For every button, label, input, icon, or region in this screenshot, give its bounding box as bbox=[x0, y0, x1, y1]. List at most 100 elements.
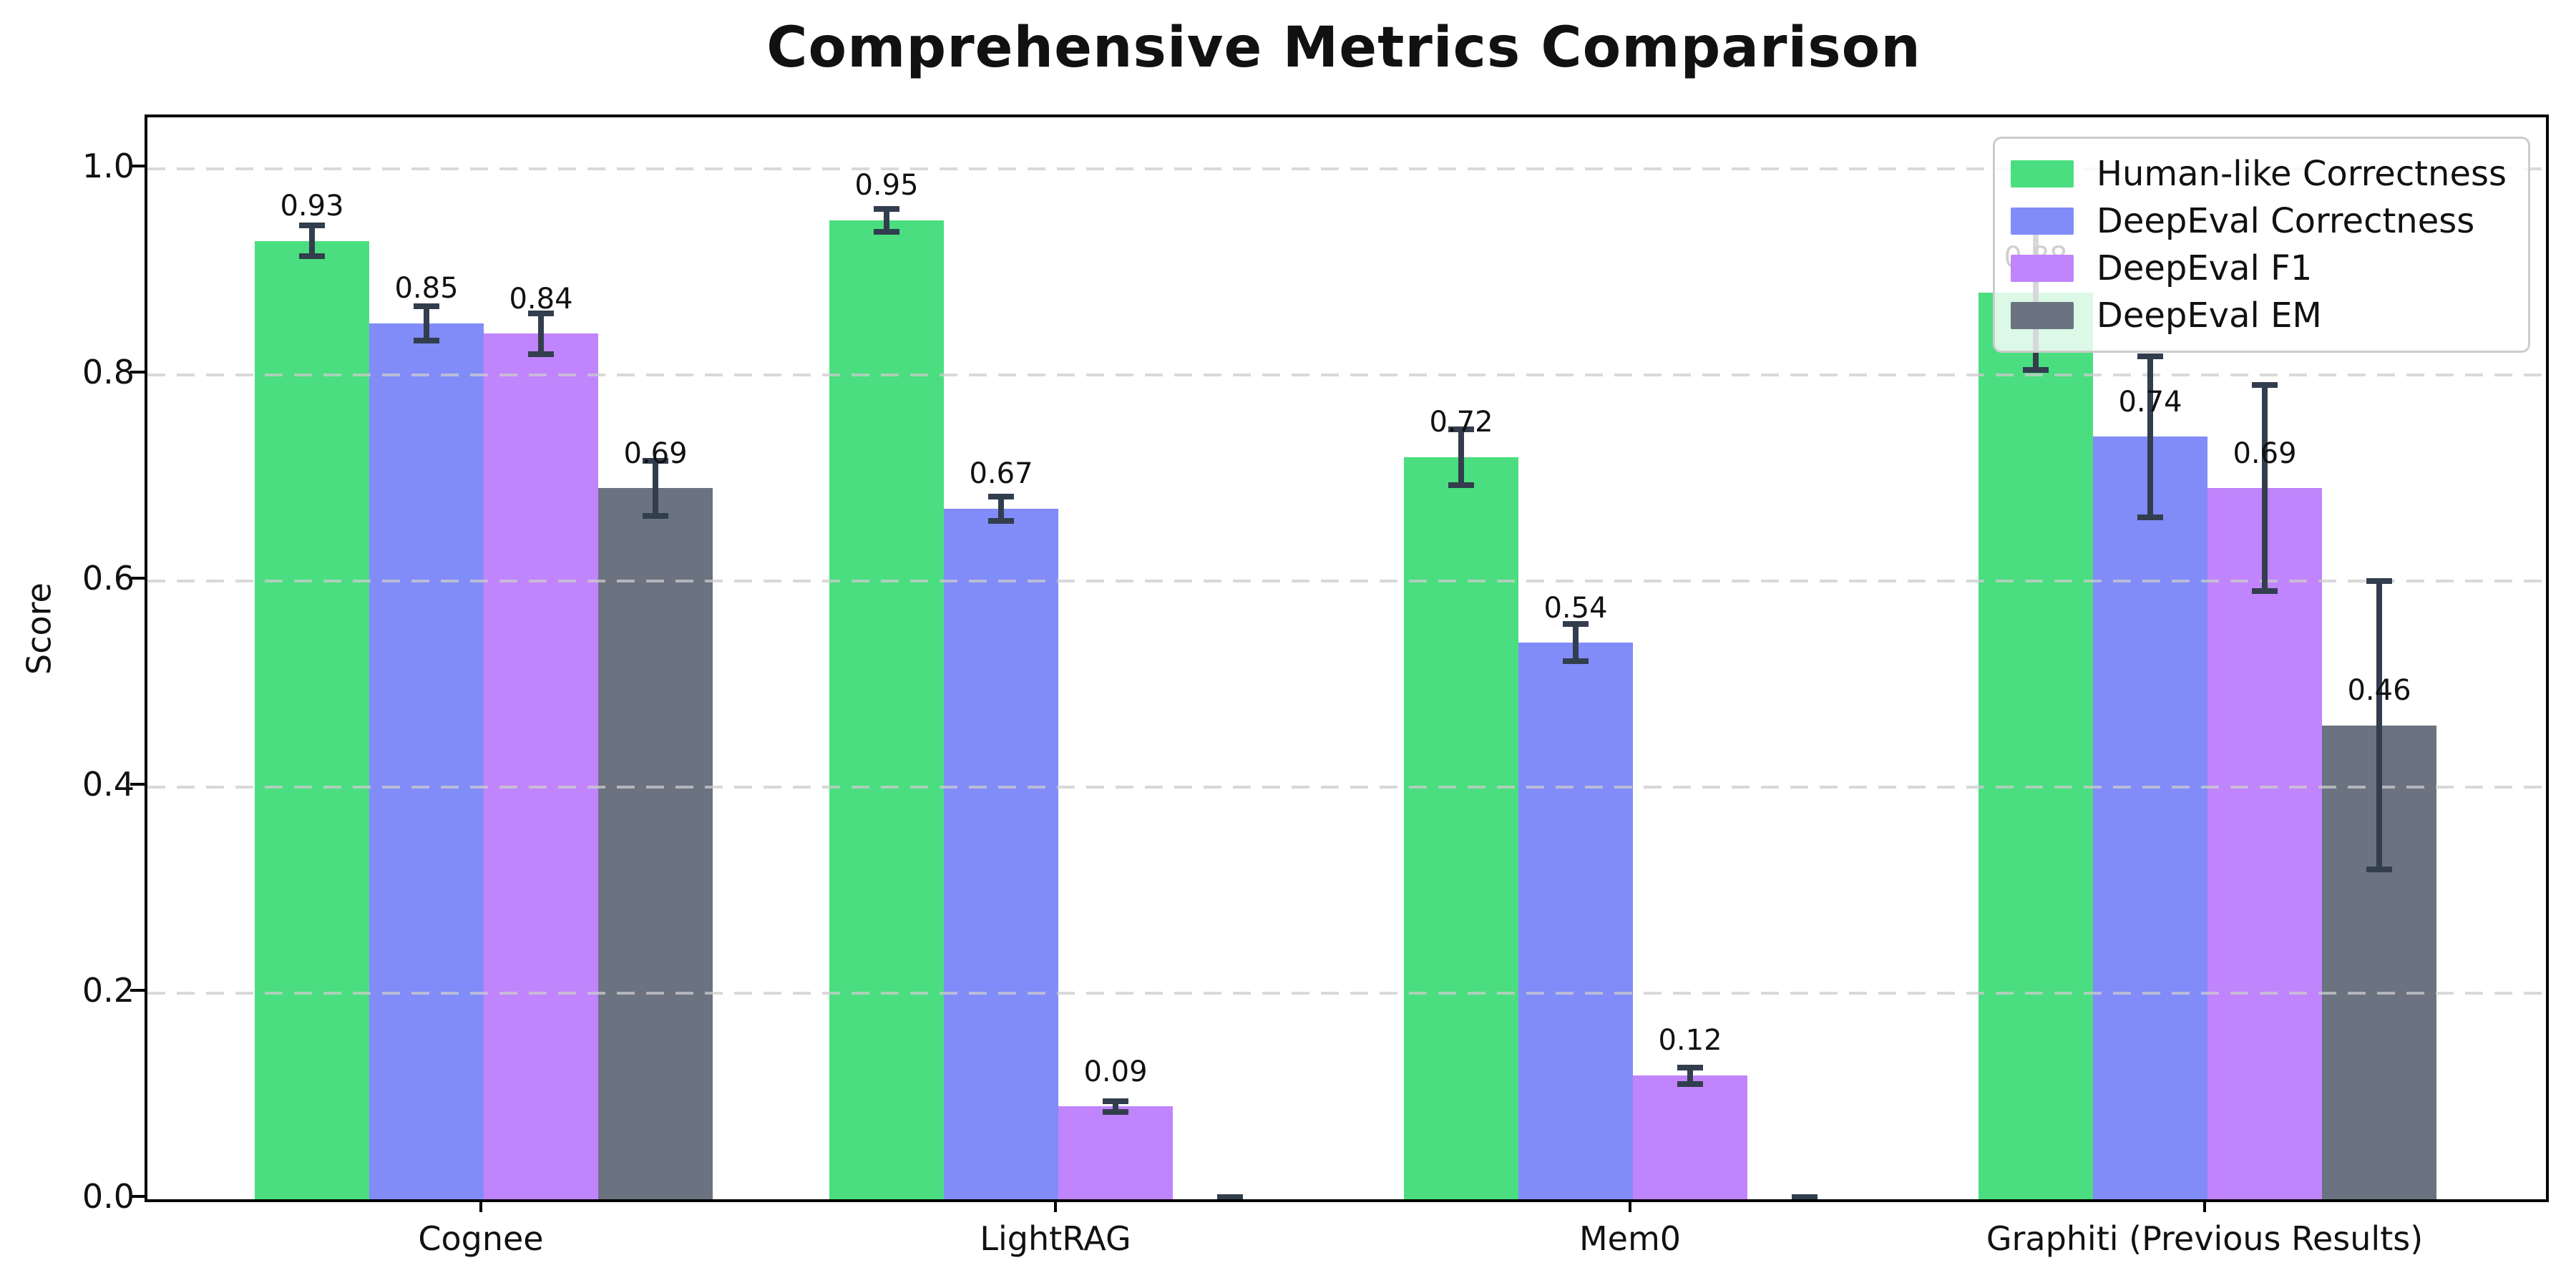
bar-graphiti-previous-results--series-0 bbox=[1979, 292, 2093, 1199]
bar-value-label: 0.67 bbox=[969, 457, 1033, 491]
error-bar-cap bbox=[2252, 382, 2278, 389]
error-bar-cap bbox=[1448, 426, 1474, 433]
legend-row-1: DeepEval Correctness bbox=[2010, 197, 2507, 245]
y-tick-mark bbox=[130, 989, 145, 992]
bar-mem0-series-1 bbox=[1518, 643, 1633, 1199]
error-bar-cap bbox=[528, 351, 554, 358]
bar-lightrag-series-2 bbox=[1058, 1106, 1173, 1199]
y-tick-label: 0.0 bbox=[82, 1177, 135, 1216]
y-tick-mark bbox=[130, 577, 145, 580]
error-bar-cap bbox=[1103, 1108, 1128, 1115]
legend-swatch-2 bbox=[2010, 255, 2074, 282]
error-bar-cap bbox=[2366, 578, 2392, 584]
legend-swatch-0 bbox=[2010, 160, 2074, 187]
bar-value-label: 0.84 bbox=[509, 282, 573, 316]
y-tick-mark bbox=[130, 1195, 145, 1198]
x-tick-mark bbox=[479, 1199, 482, 1212]
bar-cognee-series-2 bbox=[484, 333, 598, 1199]
error-bar-line bbox=[1113, 1101, 1118, 1112]
y-tick-mark bbox=[130, 165, 145, 167]
legend-swatch-3 bbox=[2010, 302, 2074, 329]
error-bar-cap bbox=[299, 223, 325, 229]
bar-value-label: 0.69 bbox=[623, 436, 688, 470]
error-bar-cap bbox=[1792, 1194, 1818, 1199]
error-bar-line bbox=[2376, 581, 2382, 870]
error-bar-cap bbox=[1217, 1194, 1243, 1199]
error-bar-cap bbox=[2252, 588, 2278, 595]
bar-lightrag-series-0 bbox=[829, 220, 944, 1199]
error-bar-cap bbox=[1677, 1064, 1703, 1070]
y-tick-label: 0.8 bbox=[82, 353, 135, 391]
bar-value-label: 0.74 bbox=[2118, 385, 2182, 419]
bar-graphiti-previous-results--series-1 bbox=[2093, 436, 2207, 1199]
y-tick-label: 1.0 bbox=[82, 147, 135, 185]
legend-row-3: DeepEval EM bbox=[2010, 292, 2507, 339]
legend-label-0: Human-like Correctness bbox=[2096, 154, 2507, 194]
bar-cognee-series-3 bbox=[598, 488, 713, 1199]
x-tick-mark bbox=[1629, 1199, 1631, 1212]
error-bar-cap bbox=[2023, 366, 2049, 373]
y-tick-mark bbox=[130, 371, 145, 374]
bar-value-label: 0.93 bbox=[280, 190, 344, 223]
bar-mem0-series-0 bbox=[1404, 457, 1518, 1199]
gridline-0.6 bbox=[147, 580, 2546, 582]
bar-value-label: 0.54 bbox=[1543, 591, 1608, 625]
gridline-1 bbox=[147, 167, 2546, 170]
legend-label-2: DeepEval F1 bbox=[2096, 248, 2313, 288]
error-bar-line bbox=[998, 496, 1004, 522]
bar-value-label: 0.09 bbox=[1083, 1055, 1148, 1088]
bar-cognee-series-0 bbox=[255, 240, 369, 1199]
x-tick-label-graphiti-previous-results-: Graphiti (Previous Results) bbox=[1986, 1219, 2424, 1258]
legend-label-1: DeepEval Correctness bbox=[2096, 201, 2475, 241]
y-axis-title: Score bbox=[19, 582, 59, 675]
error-bar-line bbox=[1458, 429, 1464, 486]
x-tick-label-cognee: Cognee bbox=[418, 1219, 544, 1258]
error-bar-line bbox=[538, 313, 544, 355]
bar-value-label: 0.12 bbox=[1658, 1024, 1722, 1058]
error-bar-cap bbox=[1448, 482, 1474, 489]
gridline-0.8 bbox=[147, 374, 2546, 376]
error-bar-line bbox=[2262, 385, 2268, 592]
bar-value-label: 0.72 bbox=[1429, 406, 1493, 439]
legend-label-3: DeepEval EM bbox=[2096, 296, 2322, 336]
error-bar-cap bbox=[528, 310, 554, 316]
y-tick-mark bbox=[130, 783, 145, 786]
bar-value-label: 0.95 bbox=[854, 169, 919, 203]
x-tick-label-lightrag: LightRAG bbox=[980, 1219, 1131, 1258]
y-tick-label: 0.4 bbox=[82, 765, 135, 804]
error-bar-line bbox=[1573, 624, 1579, 662]
error-bar-cap bbox=[874, 206, 899, 213]
error-bar-cap bbox=[1217, 1198, 1243, 1199]
bar-cognee-series-1 bbox=[369, 323, 484, 1199]
y-tick-label: 0.6 bbox=[82, 559, 135, 597]
x-tick-mark bbox=[2203, 1199, 2206, 1212]
error-bar-cap bbox=[643, 513, 668, 519]
error-bar-cap bbox=[2366, 867, 2392, 873]
legend-swatch-1 bbox=[2010, 208, 2074, 235]
x-tick-mark bbox=[1054, 1199, 1057, 1212]
bar-value-label: 0.46 bbox=[2347, 673, 2411, 707]
bar-mem0-series-2 bbox=[1633, 1075, 1747, 1199]
error-bar-cap bbox=[2137, 514, 2163, 520]
gridline-0.4 bbox=[147, 786, 2546, 789]
error-bar-line bbox=[653, 460, 658, 517]
error-bar-line bbox=[309, 225, 315, 257]
error-bar-cap bbox=[414, 303, 439, 309]
error-bar-cap bbox=[1677, 1080, 1703, 1087]
error-bar-cap bbox=[1563, 621, 1589, 628]
legend-row-2: DeepEval F1 bbox=[2010, 245, 2507, 292]
legend: Human-like Correctness DeepEval Correctne… bbox=[1992, 137, 2530, 353]
error-bar-cap bbox=[988, 493, 1014, 499]
error-bar-cap bbox=[874, 228, 899, 235]
error-bar-cap bbox=[643, 457, 668, 464]
bar-value-label: 0.85 bbox=[394, 272, 459, 306]
error-bar-cap bbox=[1103, 1098, 1128, 1105]
error-bar-line bbox=[2147, 356, 2153, 517]
error-bar-cap bbox=[2137, 353, 2163, 360]
error-bar-cap bbox=[1563, 658, 1589, 665]
legend-row-0: Human-like Correctness bbox=[2010, 150, 2507, 197]
error-bar-line bbox=[884, 209, 889, 232]
error-bar-cap bbox=[299, 253, 325, 260]
error-bar-cap bbox=[988, 518, 1014, 525]
